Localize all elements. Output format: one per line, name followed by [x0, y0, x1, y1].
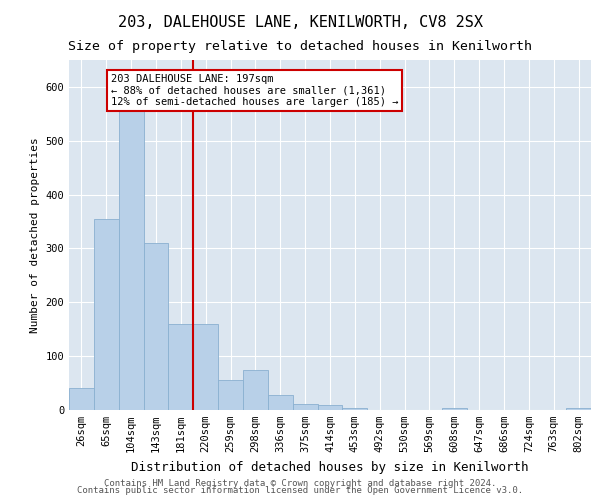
Bar	[293, 404, 317, 410]
Bar	[566, 408, 591, 410]
Bar	[143, 243, 169, 410]
Bar	[94, 219, 119, 410]
Text: Contains public sector information licensed under the Open Government Licence v3: Contains public sector information licen…	[77, 486, 523, 495]
Bar	[119, 103, 143, 410]
X-axis label: Distribution of detached houses by size in Kenilworth: Distribution of detached houses by size …	[131, 460, 529, 473]
Bar	[268, 395, 293, 410]
Bar	[218, 380, 243, 410]
Text: Contains HM Land Registry data © Crown copyright and database right 2024.: Contains HM Land Registry data © Crown c…	[104, 478, 496, 488]
Bar	[69, 388, 94, 410]
Bar	[243, 370, 268, 410]
Y-axis label: Number of detached properties: Number of detached properties	[30, 137, 40, 333]
Text: 203, DALEHOUSE LANE, KENILWORTH, CV8 2SX: 203, DALEHOUSE LANE, KENILWORTH, CV8 2SX	[118, 15, 482, 30]
Bar	[193, 324, 218, 410]
Bar	[442, 408, 467, 410]
Text: 203 DALEHOUSE LANE: 197sqm
← 88% of detached houses are smaller (1,361)
12% of s: 203 DALEHOUSE LANE: 197sqm ← 88% of deta…	[111, 74, 398, 107]
Bar	[169, 324, 193, 410]
Text: Size of property relative to detached houses in Kenilworth: Size of property relative to detached ho…	[68, 40, 532, 53]
Bar	[317, 404, 343, 410]
Bar	[343, 408, 367, 410]
